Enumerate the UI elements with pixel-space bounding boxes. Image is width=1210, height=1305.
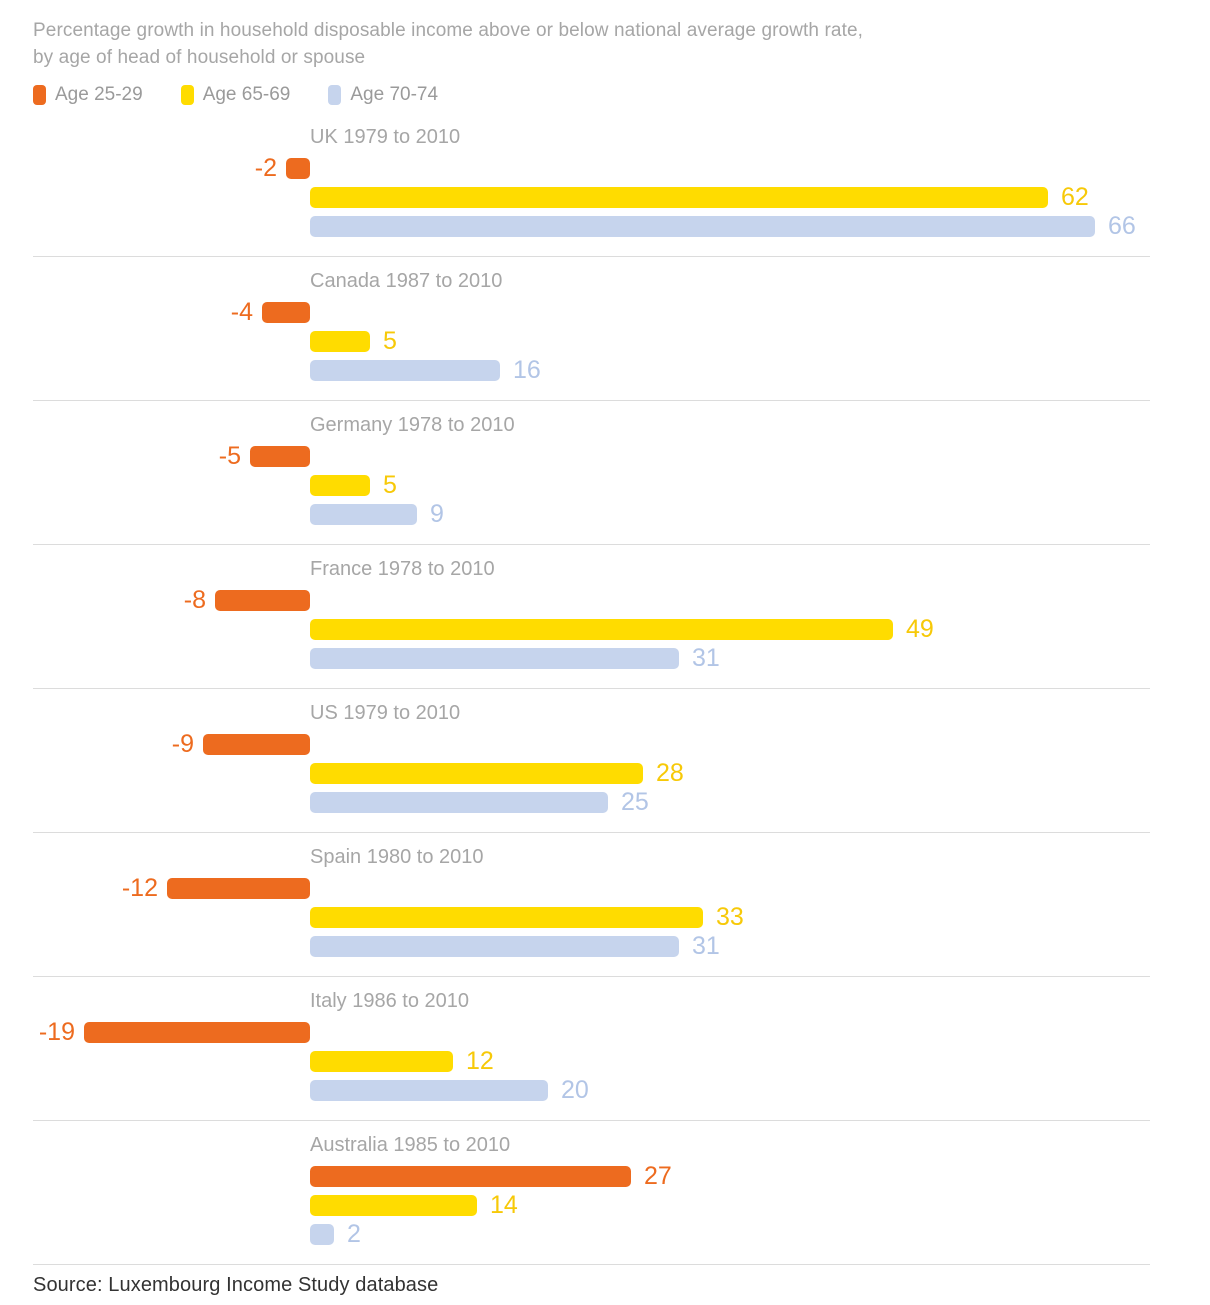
bar-age-65-69 [310, 619, 893, 640]
section-divider [33, 544, 1150, 545]
bar-age-25-29 [310, 1166, 631, 1187]
value-label: 5 [383, 327, 397, 355]
value-label: 28 [656, 759, 684, 787]
value-label: 16 [513, 356, 541, 384]
value-label: -5 [218, 442, 241, 470]
value-label: 66 [1108, 212, 1136, 240]
country-label: Canada 1987 to 2010 [310, 270, 503, 292]
bar-age-65-69 [310, 187, 1048, 208]
bar-age-70-74 [310, 792, 608, 813]
value-label: 31 [692, 644, 720, 672]
bar-age-70-74 [310, 216, 1095, 237]
country-section: US 1979 to 2010 -9 28 25 [0, 689, 1210, 833]
value-label: 33 [716, 903, 744, 931]
bar-age-65-69 [310, 331, 370, 352]
country-label: Australia 1985 to 2010 [310, 1134, 511, 1156]
bar-age-65-69 [310, 763, 643, 784]
bar-age-70-74 [310, 1224, 334, 1245]
country-section: UK 1979 to 2010 -2 62 66 [0, 113, 1210, 257]
section-divider [33, 976, 1150, 977]
chart-title-line2: by age of head of household or spouse [33, 47, 366, 68]
legend-swatch-icon [180, 85, 194, 105]
value-label: -2 [254, 154, 277, 182]
value-label: 12 [466, 1047, 494, 1075]
value-label: -9 [171, 730, 194, 758]
bar-age-25-29 [215, 590, 310, 611]
country-section: France 1978 to 2010 -8 49 31 [0, 545, 1210, 689]
bar-age-70-74 [310, 936, 679, 957]
legend-label: Age 65-69 [202, 84, 291, 105]
country-label: Germany 1978 to 2010 [310, 414, 515, 436]
section-divider [33, 832, 1150, 833]
bar-age-25-29 [286, 158, 310, 179]
legend: Age 25-29 Age 65-69 Age 70-74 [33, 84, 438, 106]
chart-title: Percentage growth in household disposabl… [33, 17, 863, 71]
country-label: Spain 1980 to 2010 [310, 846, 484, 868]
value-label: 49 [906, 615, 934, 643]
country-label: Italy 1986 to 2010 [310, 990, 470, 1012]
country-label: UK 1979 to 2010 [310, 126, 461, 148]
bar-age-25-29 [167, 878, 310, 899]
bar-age-70-74 [310, 648, 679, 669]
section-divider [33, 688, 1150, 689]
bar-age-65-69 [310, 475, 370, 496]
value-label: -8 [183, 586, 206, 614]
bar-age-25-29 [84, 1022, 310, 1043]
value-label: -19 [38, 1018, 75, 1046]
section-divider [33, 1264, 1150, 1265]
bar-age-70-74 [310, 1080, 548, 1101]
value-label: 2 [347, 1220, 361, 1248]
value-label: 25 [621, 788, 649, 816]
section-divider [33, 256, 1150, 257]
bar-age-25-29 [262, 302, 310, 323]
section-divider [33, 400, 1150, 401]
country-section: Germany 1978 to 2010 -5 5 9 [0, 401, 1210, 545]
bar-age-65-69 [310, 1195, 477, 1216]
source-note: Source: Luxembourg Income Study database [33, 1274, 439, 1296]
value-label: 5 [383, 471, 397, 499]
chart-title-line1: Percentage growth in household disposabl… [33, 20, 863, 41]
legend-item-age-65-69: Age 65-69 [180, 84, 291, 106]
value-label: 9 [430, 500, 444, 528]
bar-age-70-74 [310, 360, 500, 381]
country-section: Spain 1980 to 2010 -12 33 31 [0, 833, 1210, 977]
section-divider [33, 1120, 1150, 1121]
country-label: France 1978 to 2010 [310, 558, 495, 580]
legend-item-age-25-29: Age 25-29 [33, 84, 143, 106]
country-label: US 1979 to 2010 [310, 702, 461, 724]
value-label: 20 [561, 1076, 589, 1104]
legend-swatch-icon [328, 85, 342, 105]
value-label: 62 [1061, 183, 1089, 211]
country-section: Australia 1985 to 2010 27 14 2 [0, 1121, 1210, 1265]
country-section: Italy 1986 to 2010 -19 12 20 [0, 977, 1210, 1121]
bar-age-65-69 [310, 1051, 453, 1072]
legend-label: Age 70-74 [350, 84, 439, 105]
legend-item-age-70-74: Age 70-74 [328, 84, 438, 106]
value-label: 31 [692, 932, 720, 960]
value-label: 27 [644, 1162, 672, 1190]
bar-age-65-69 [310, 907, 703, 928]
value-label: 14 [490, 1191, 518, 1219]
bar-age-25-29 [250, 446, 310, 467]
value-label: -12 [121, 874, 158, 902]
value-label: -4 [230, 298, 253, 326]
bar-age-70-74 [310, 504, 417, 525]
bar-age-25-29 [203, 734, 310, 755]
legend-swatch-icon [33, 85, 46, 105]
country-section: Canada 1987 to 2010 -4 5 16 [0, 257, 1210, 401]
legend-label: Age 25-29 [55, 84, 143, 105]
